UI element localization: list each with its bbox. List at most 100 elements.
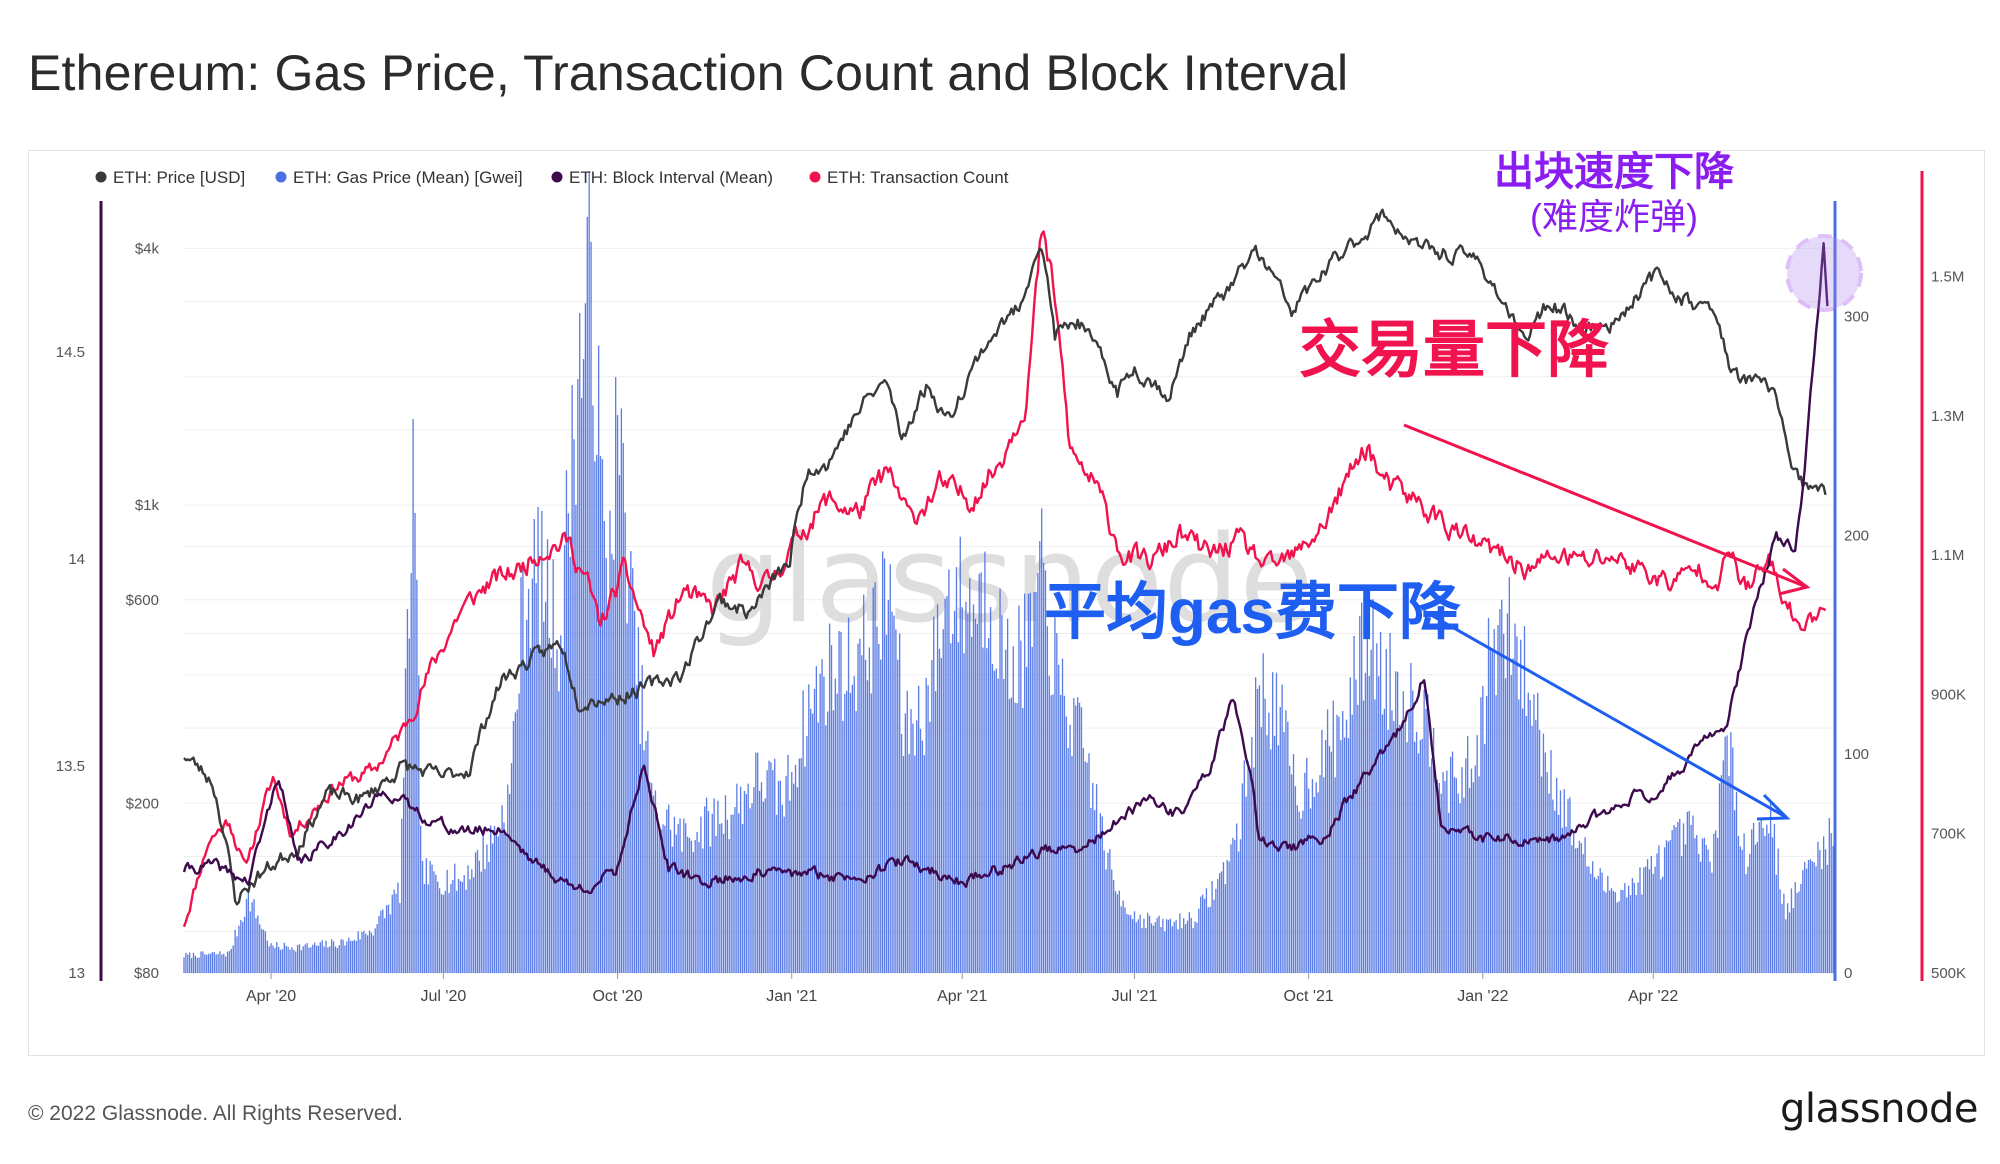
gas-price-bar: [262, 929, 265, 973]
gas-price-bar: [1622, 890, 1624, 973]
gas-price-bar: [1434, 781, 1437, 973]
gas-price-bar: [1616, 902, 1618, 973]
gas-price-bar: [978, 573, 980, 973]
gas-price-bar: [613, 559, 615, 973]
gas-price-bar: [1476, 735, 1478, 973]
gas-price-bar: [473, 877, 475, 973]
gas-price-bar: [1586, 866, 1588, 973]
gas-price-bar: [1270, 749, 1272, 973]
gas-price-bar: [1273, 735, 1276, 973]
gas-price-bar: [1718, 783, 1721, 973]
gas-price-bar: [912, 723, 914, 973]
gas-price-bar: [1239, 839, 1242, 973]
gas-price-bar: [1262, 653, 1264, 973]
gas-price-bar: [1457, 793, 1459, 973]
gas-price-bar: [548, 637, 551, 973]
gas-price-bar: [1758, 821, 1760, 973]
gas-price-bar: [675, 834, 677, 973]
gas-price-bar: [1016, 703, 1018, 973]
gas-price-bar: [313, 942, 316, 973]
gas-price-bar: [692, 852, 694, 973]
gas-price-bar: [690, 840, 693, 973]
gas-price-bar: [1218, 873, 1221, 973]
gas-price-bar: [200, 951, 202, 973]
gas-price-bar: [959, 536, 961, 973]
x-tick-label: Oct '20: [592, 988, 642, 1005]
gas-price-bar: [828, 623, 831, 973]
gas-price-bar: [734, 807, 736, 973]
gas-decline-arrow: [1423, 609, 1785, 818]
gas-price-bar: [652, 795, 655, 973]
gas-price-bar: [1088, 753, 1090, 973]
gas-price-bar: [900, 734, 903, 973]
gas-price-bar: [395, 893, 397, 973]
gas-price-bar: [938, 648, 941, 973]
gas-price-bar: [1343, 737, 1346, 973]
gas-price-bar: [1504, 678, 1507, 973]
gas-price-bar: [887, 599, 889, 973]
gas-price-bar: [611, 553, 613, 973]
gas-price-bar: [1783, 893, 1785, 973]
gas-price-bar: [1521, 708, 1524, 973]
gas-price-bar: [872, 587, 874, 973]
gas-price-bar: [1730, 732, 1732, 973]
gas-price-bar: [1103, 850, 1105, 973]
gas-price-bar: [1027, 593, 1030, 973]
gas-price-bar: [827, 711, 829, 973]
gas-price-bar: [1544, 752, 1546, 973]
gas-price-bar: [1768, 833, 1770, 973]
gas-price-bar: [635, 685, 638, 973]
gas-price-bar: [758, 790, 761, 973]
gas-price-bar: [1580, 843, 1582, 973]
gas-price-bar: [1419, 740, 1422, 973]
gas-price-bar: [1510, 674, 1512, 973]
legend-marker: [809, 171, 821, 183]
gas-price-bar: [368, 930, 371, 973]
gas-price-bar: [444, 890, 446, 973]
gas-price-bar: [1122, 900, 1124, 973]
gas-price-bar: [715, 835, 717, 973]
gas-price-bar: [535, 583, 537, 973]
gas-price-bar: [423, 884, 426, 973]
gas-price-bar: [1376, 643, 1378, 973]
gas-price-bar: [609, 510, 611, 973]
gas-price-bar: [1417, 753, 1420, 973]
gas-price-bar: [325, 940, 327, 973]
gas-price-bar: [1084, 761, 1086, 973]
gas-price-bar: [1692, 815, 1694, 973]
gas-price-bar: [722, 833, 725, 973]
gas-price-bar: [647, 730, 649, 973]
gas-price-bar: [840, 631, 842, 973]
tx-count-tick-label: 500K: [1931, 965, 1966, 982]
gas-price-bar: [1467, 736, 1469, 973]
gas-price-bar: [590, 241, 592, 973]
gas-price-bar: [1090, 808, 1092, 973]
gas-price-bar: [1112, 879, 1115, 973]
gas-price-bar: [1179, 913, 1181, 973]
gas-price-bar: [488, 861, 490, 973]
gas-price-bar: [295, 951, 297, 973]
gas-price-bar: [190, 958, 193, 973]
gas-price-bar: [1217, 879, 1219, 973]
gas-price-bar: [660, 829, 662, 973]
gas-price-bar: [298, 944, 301, 973]
gas-price-bar: [404, 668, 407, 973]
gas-price-bar: [986, 648, 988, 973]
gas-price-bar: [671, 846, 674, 973]
gas-price-bar: [1556, 777, 1558, 973]
gas-price-bar: [1059, 694, 1062, 973]
gas-price-bar: [1245, 796, 1247, 973]
gas-price-bar: [1552, 799, 1554, 973]
gas-price-bar: [1497, 625, 1499, 973]
gas-price-bar: [1826, 864, 1829, 973]
gas-price-bar: [1643, 867, 1645, 973]
gas-price-bar: [870, 693, 872, 973]
gas-price-bar: [1675, 827, 1677, 973]
gas-price-bar: [279, 949, 282, 973]
chart-card: glassnode 13 13.5 14 14.5 $80 $200 $600 $1k $4k 0…: [28, 150, 1985, 1056]
gas-price-bar: [946, 595, 948, 973]
gas-price-bar: [1058, 664, 1060, 973]
gas-price-bar: [259, 924, 261, 973]
gas-price-bar: [1446, 770, 1448, 973]
gas-price-bar: [187, 954, 189, 973]
